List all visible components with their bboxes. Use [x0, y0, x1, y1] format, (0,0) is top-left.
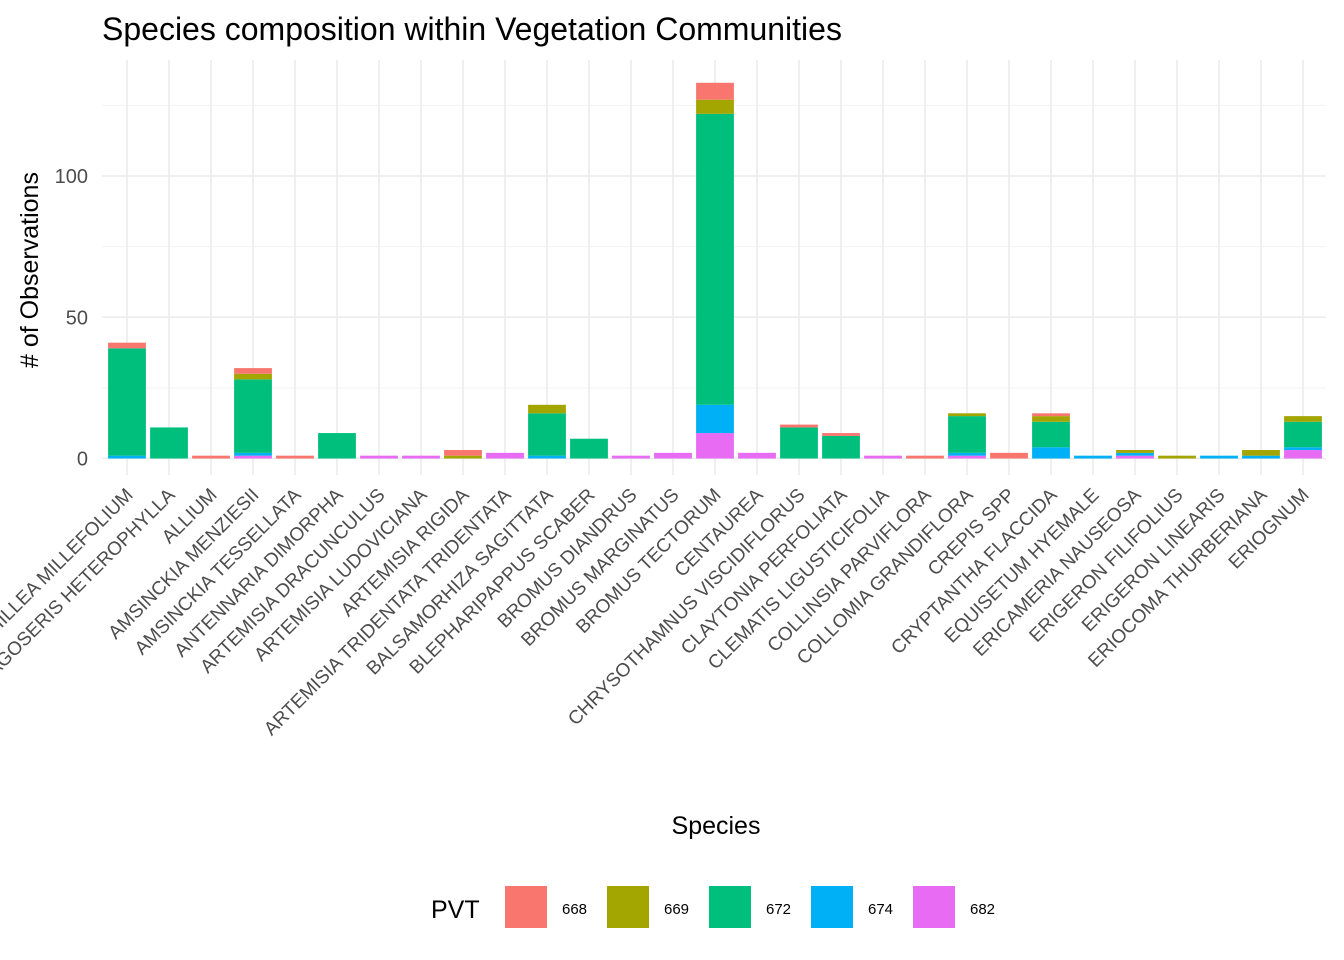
- legend-label: 682: [970, 901, 995, 918]
- bar-segment: [1032, 447, 1070, 459]
- legend-key: [811, 886, 853, 928]
- bar-segment: [948, 416, 986, 453]
- bar-segment: [360, 455, 398, 459]
- y-tick-label: 50: [66, 307, 88, 329]
- legend-key: [607, 886, 649, 928]
- bar-segment: [486, 452, 524, 459]
- bar-segment: [108, 342, 146, 349]
- bar-segment: [1284, 447, 1322, 451]
- bar-segment: [696, 113, 734, 405]
- y-tick-label: 0: [77, 449, 88, 471]
- bar-segment: [864, 455, 902, 459]
- legend-label: 669: [664, 901, 689, 918]
- bar-segment: [108, 348, 146, 456]
- bar-segment: [528, 455, 566, 459]
- legend-label: 668: [562, 901, 587, 918]
- bar-segment: [528, 404, 566, 414]
- bar-segment: [1284, 450, 1322, 459]
- bar-segment: [1116, 452, 1154, 456]
- bar-segment: [1200, 455, 1238, 459]
- bar-segment: [108, 455, 146, 459]
- bar-segment: [528, 413, 566, 456]
- bar-segment: [234, 379, 272, 453]
- bar-segment: [1032, 416, 1070, 422]
- y-axis-ticks: 0 50 100: [55, 166, 88, 471]
- legend-label: 672: [766, 901, 791, 918]
- bar-segment: [1074, 455, 1112, 459]
- bar-segment: [696, 99, 734, 114]
- bar-segment: [234, 455, 272, 459]
- bar-segment: [402, 455, 440, 459]
- bar-segment: [612, 455, 650, 459]
- legend-key: [913, 886, 955, 928]
- bar-segment: [1242, 455, 1280, 459]
- legend-label: 674: [868, 901, 893, 918]
- bars: [108, 82, 1322, 459]
- x-axis-title: Species: [672, 812, 761, 840]
- legend-key: [505, 886, 547, 928]
- bar-segment: [234, 368, 272, 374]
- y-axis-title: # of Observations: [16, 172, 44, 368]
- bar-segment: [1284, 421, 1322, 448]
- bar-segment: [1032, 413, 1070, 417]
- legend: PVT 668 669 672 674 682: [431, 886, 995, 928]
- bar-segment: [192, 455, 230, 459]
- bar-segment: [696, 433, 734, 459]
- bar-segment: [1116, 450, 1154, 453]
- bar-segment: [948, 413, 986, 417]
- bar-segment: [696, 404, 734, 434]
- bar-segment: [738, 452, 776, 459]
- legend-title: PVT: [431, 896, 480, 924]
- bar-segment: [1242, 450, 1280, 456]
- bar-segment: [696, 82, 734, 100]
- bar-segment: [570, 438, 608, 459]
- bar-segment: [234, 452, 272, 456]
- bar-segment: [318, 433, 356, 459]
- bar-segment: [822, 433, 860, 436]
- bar-segment: [444, 455, 482, 459]
- bar-segment: [1032, 421, 1070, 448]
- bar-segment: [444, 450, 482, 456]
- bar-segment: [150, 427, 188, 459]
- y-tick-label: 100: [55, 166, 88, 188]
- bar-segment: [906, 455, 944, 459]
- bar-segment: [990, 452, 1028, 459]
- bar-segment: [654, 452, 692, 459]
- bar-segment: [948, 452, 986, 456]
- bar-segment: [1116, 455, 1154, 459]
- bar-segment: [822, 435, 860, 459]
- legend-key: [709, 886, 751, 928]
- bar-segment: [1284, 416, 1322, 422]
- bar-segment: [780, 424, 818, 428]
- bar-segment: [1158, 455, 1196, 459]
- bar-segment: [948, 455, 986, 459]
- bar-segment: [234, 373, 272, 380]
- bar-segment: [780, 427, 818, 459]
- chart-title: Species composition within Vegetation Co…: [102, 11, 842, 47]
- bar-segment: [276, 455, 314, 459]
